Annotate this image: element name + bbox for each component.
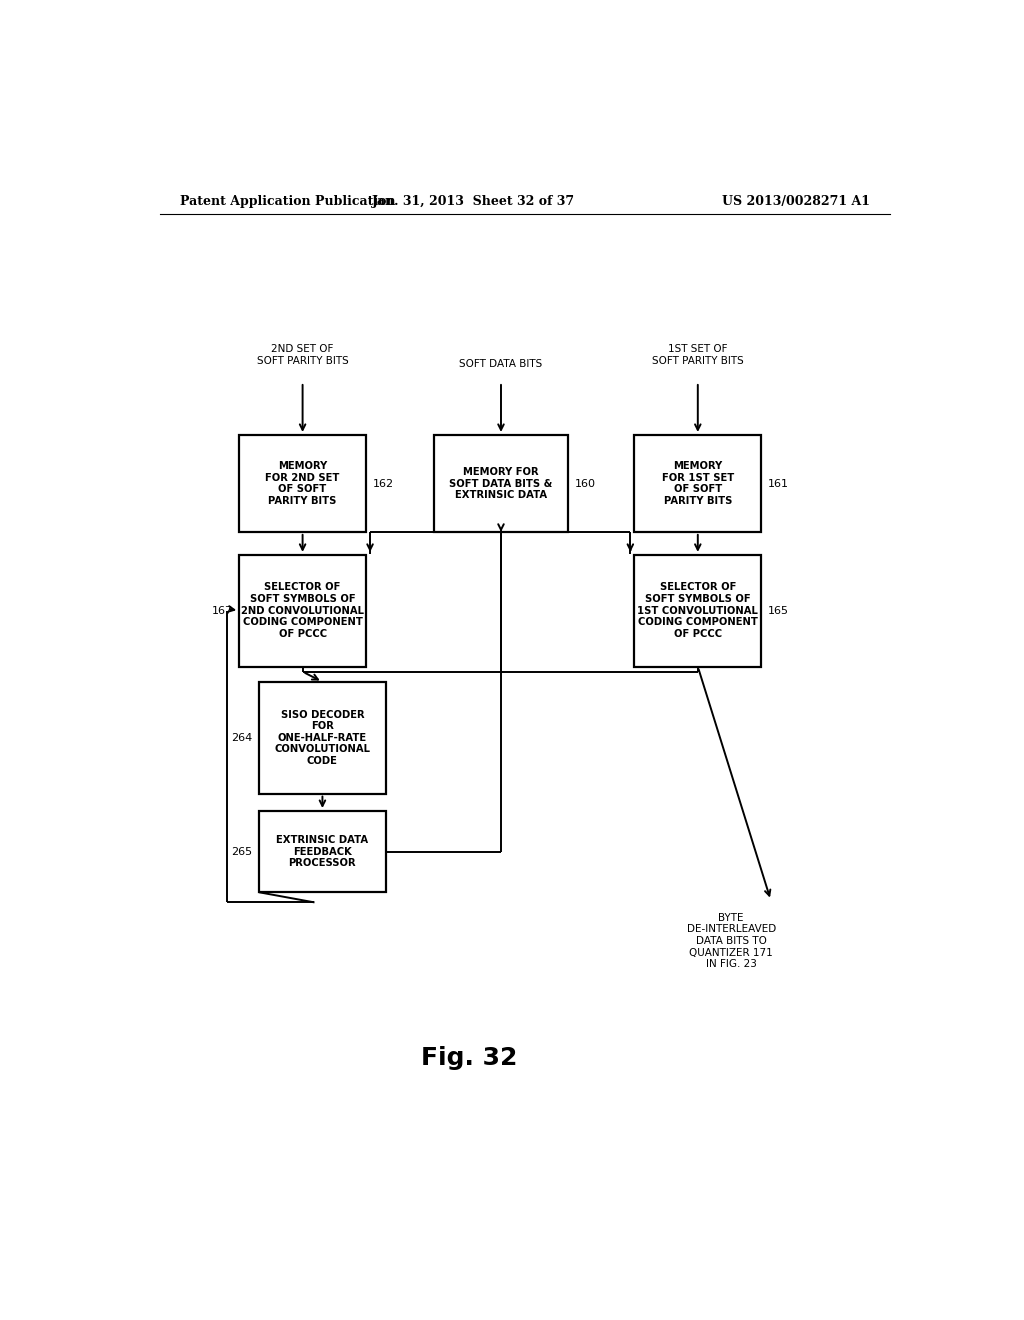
Text: 162: 162 [373,479,393,488]
Bar [259,682,386,793]
Bar [634,436,761,532]
Text: US 2013/0028271 A1: US 2013/0028271 A1 [722,194,870,207]
Bar [634,554,761,667]
Text: 165: 165 [768,606,788,615]
Text: SELECTOR OF
SOFT SYMBOLS OF
1ST CONVOLUTIONAL
CODING COMPONENT
OF PCCC: SELECTOR OF SOFT SYMBOLS OF 1ST CONVOLUT… [637,582,758,639]
Text: MEMORY
FOR 1ST SET
OF SOFT
PARITY BITS: MEMORY FOR 1ST SET OF SOFT PARITY BITS [662,461,734,506]
Text: Jan. 31, 2013  Sheet 32 of 37: Jan. 31, 2013 Sheet 32 of 37 [372,194,574,207]
Text: 161: 161 [768,479,788,488]
Bar [240,436,367,532]
Text: EXTRINSIC DATA
FEEDBACK
PROCESSOR: EXTRINSIC DATA FEEDBACK PROCESSOR [276,836,369,869]
Text: 1ST SET OF
SOFT PARITY BITS: 1ST SET OF SOFT PARITY BITS [652,345,743,366]
Bar [259,810,386,892]
Text: 265: 265 [231,846,253,857]
Text: Patent Application Publication: Patent Application Publication [179,194,395,207]
Bar [433,436,568,532]
Text: Fig. 32: Fig. 32 [421,1045,517,1071]
Text: 167: 167 [212,606,232,615]
Text: 264: 264 [231,733,253,743]
Text: BYTE
DE-INTERLEAVED
DATA BITS TO
QUANTIZER 171
IN FIG. 23: BYTE DE-INTERLEAVED DATA BITS TO QUANTIZ… [686,913,776,969]
Text: SOFT DATA BITS: SOFT DATA BITS [460,359,543,368]
Text: 2ND SET OF
SOFT PARITY BITS: 2ND SET OF SOFT PARITY BITS [257,345,348,366]
Bar [240,554,367,667]
Text: SELECTOR OF
SOFT SYMBOLS OF
2ND CONVOLUTIONAL
CODING COMPONENT
OF PCCC: SELECTOR OF SOFT SYMBOLS OF 2ND CONVOLUT… [241,582,365,639]
Text: MEMORY FOR
SOFT DATA BITS &
EXTRINSIC DATA: MEMORY FOR SOFT DATA BITS & EXTRINSIC DA… [450,467,553,500]
Text: MEMORY
FOR 2ND SET
OF SOFT
PARITY BITS: MEMORY FOR 2ND SET OF SOFT PARITY BITS [265,461,340,506]
Text: SISO DECODER
FOR
ONE-HALF-RATE
CONVOLUTIONAL
CODE: SISO DECODER FOR ONE-HALF-RATE CONVOLUTI… [274,710,371,766]
Text: 160: 160 [574,479,596,488]
